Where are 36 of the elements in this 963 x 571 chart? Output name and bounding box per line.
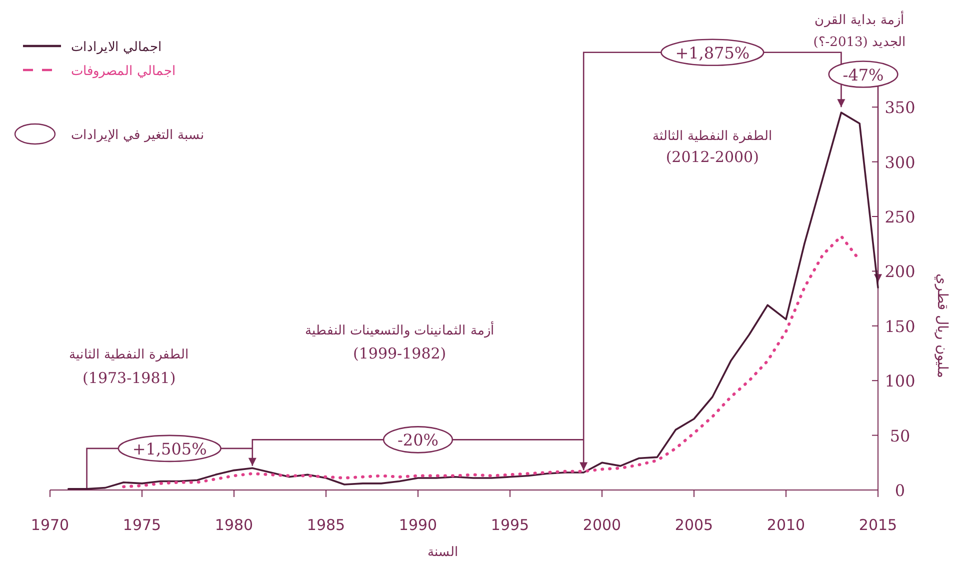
x-tick-label: 1970 xyxy=(30,516,70,534)
x-tick-label: 2000 xyxy=(582,516,622,534)
annotation: أزمة الثمانينات والتسعينات النفطية xyxy=(304,322,494,339)
x-tick-label: 1985 xyxy=(306,516,346,534)
x-tick-label: 1980 xyxy=(214,516,254,534)
x-tick-label: 1990 xyxy=(398,516,438,534)
x-tick-label: 1975 xyxy=(122,516,162,534)
annotation: نسبة التغير في الإيرادات xyxy=(71,128,204,143)
y-tick-label: 350 xyxy=(884,98,916,118)
x-tick-label: 2005 xyxy=(674,516,714,534)
annotation: (1999-1982) xyxy=(353,344,446,363)
y-tick-label: 250 xyxy=(884,208,916,226)
annotation: (2012-2000) xyxy=(666,148,759,166)
line-series xyxy=(68,112,879,490)
x-axis-title: السنة xyxy=(428,545,458,560)
annotation: -20% xyxy=(398,430,438,450)
annotation: (1973-1981) xyxy=(82,368,176,387)
y-axis-title: مليون ريال قطري xyxy=(934,273,950,378)
x-tick-label: 1995 xyxy=(490,516,530,534)
legend-label: اجمالي المصروفات xyxy=(71,64,176,79)
y-tick-label: 100 xyxy=(884,372,916,391)
y-tick-label: 150 xyxy=(884,316,916,336)
legend-label: اجمالي الايرادات xyxy=(71,40,162,55)
text: أزمة بداية القرن xyxy=(814,10,905,28)
text: +1,875% xyxy=(675,43,750,62)
text: -47% xyxy=(842,65,884,84)
text: الجديد (2013-؟) xyxy=(813,34,906,50)
y-tick-label: 0 xyxy=(894,481,906,500)
annotation: الطفرة النفطية الثالثة xyxy=(652,128,773,144)
y-tick-label: 300 xyxy=(884,152,916,172)
annotation: +1,505% xyxy=(132,439,207,458)
x-tick-label: 2015 xyxy=(858,516,898,534)
y-tick-label: 200 xyxy=(884,262,916,282)
y-tick-label: 50 xyxy=(890,426,910,446)
annotation: الطفرة النفطية الثانية xyxy=(68,348,190,363)
x-tick-label: 2010 xyxy=(766,516,806,534)
